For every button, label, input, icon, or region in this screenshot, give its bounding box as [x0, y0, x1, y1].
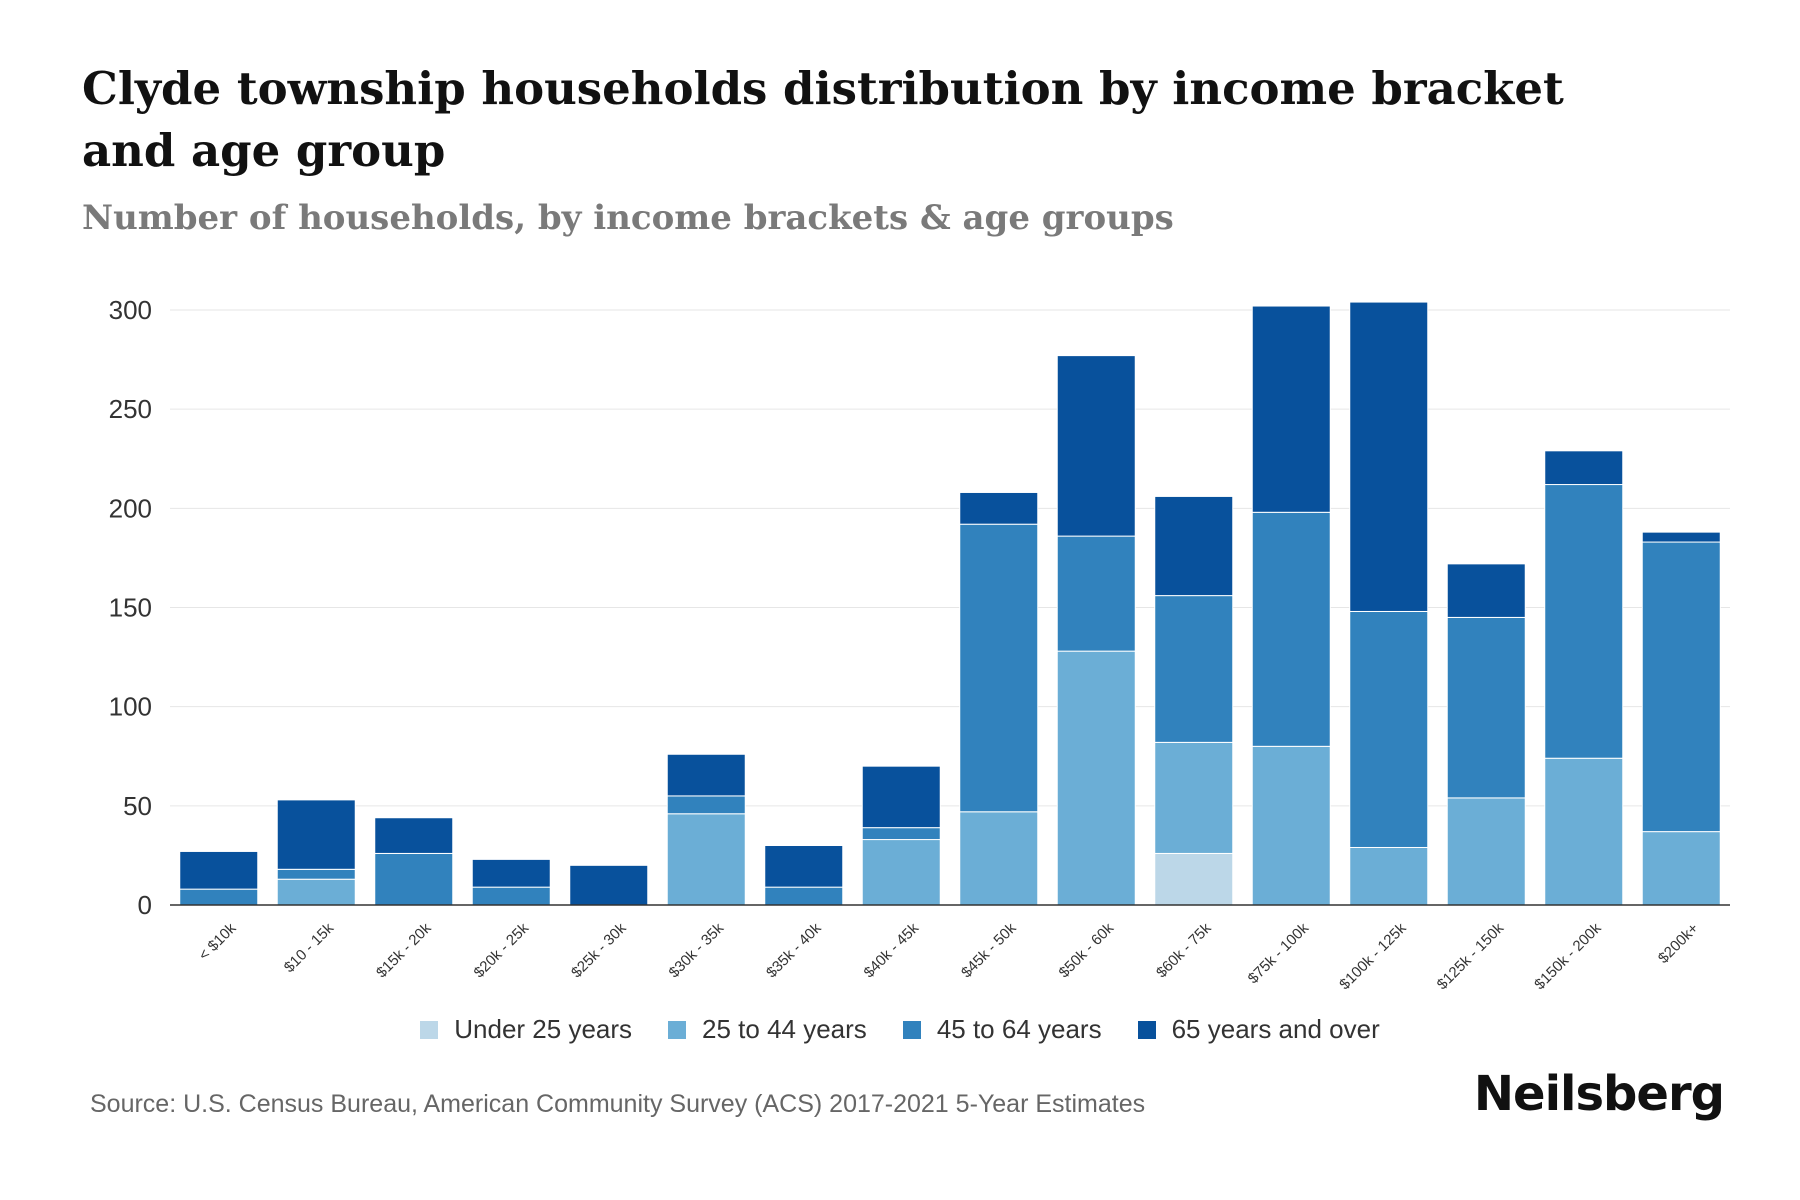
legend-swatch-45-to-64 [902, 1020, 921, 1039]
bar-10-15k-25-to-44-years[interactable]: $10 - 15k · 25 to 44 years: 13 [276, 878, 356, 906]
bar-15k-20k-45-to-64-years[interactable]: $15k - 20k · 45 to 64 years: 26 [374, 852, 454, 906]
bar-50k-60k-25-to-44-years[interactable]: $50k - 60k · 25 to 44 years: 128 [1056, 650, 1136, 906]
y-tick-label: 250 [109, 394, 152, 424]
bar-35k-40k-45-to-64-years[interactable]: $35k - 40k · 45 to 64 years: 9 [764, 886, 844, 906]
x-tick-label: $100k - 125k [1336, 919, 1410, 993]
chart-title: Clyde township households distribution b… [82, 62, 1564, 177]
bar-50k-60k-45-to-64-years[interactable]: $50k - 60k · 45 to 64 years: 58 [1056, 535, 1136, 652]
bar-150k-200k-25-to-44-years[interactable]: $150k - 200k · 25 to 44 years: 74 [1544, 757, 1624, 906]
bar-25k-30k-65-years-and-over[interactable]: $25k - 30k · 65 years and over: 20 [569, 864, 649, 906]
bar-125k-150k-45-to-64-years[interactable]: $125k - 150k · 45 to 64 years: 91 [1446, 616, 1526, 799]
x-tick-label: $10 - 15k [281, 919, 338, 976]
bars: < $10k · 45 to 64 years: 8< $10k · 65 ye… [179, 301, 1721, 906]
legend-swatch-25-to-44 [668, 1020, 687, 1039]
source-note: Source: U.S. Census Bureau, American Com… [90, 1090, 1146, 1118]
bar-150k-200k-45-to-64-years[interactable]: $150k - 200k · 45 to 64 years: 138 [1544, 484, 1624, 759]
bar-10-15k-45-to-64-years[interactable]: $10 - 15k · 45 to 64 years: 5 [276, 868, 356, 880]
bar-45k-50k-65-years-and-over[interactable]: $45k - 50k · 65 years and over: 16 [959, 491, 1039, 525]
stacked-bar-chart: 0 50 100 150 200 250 300 < $10k · 45 to 64 yea… [109, 295, 1730, 993]
legend-label-45-to-64: 45 to 64 years [936, 1014, 1102, 1044]
bar-75k-100k-25-to-44-years[interactable]: $75k - 100k · 25 to 44 years: 80 [1251, 745, 1331, 906]
bar-10k-65-years-and-over[interactable]: < $10k · 65 years and over: 19 [179, 850, 259, 890]
y-tick-label: 0 [138, 890, 152, 920]
x-tick-label: $50k - 60k [1056, 919, 1118, 981]
x-tick-label: $20k - 25k [471, 919, 533, 981]
legend-item-under-25[interactable]: Under 25 years [420, 1014, 632, 1045]
legend-label-25-to-44: 25 to 44 years [702, 1014, 867, 1044]
bar-60k-75k-25-to-44-years[interactable]: $60k - 75k · 25 to 44 years: 56 [1154, 741, 1234, 854]
x-tick-label: $45k - 50k [958, 919, 1020, 981]
bar-125k-150k-25-to-44-years[interactable]: $125k - 150k · 25 to 44 years: 54 [1446, 797, 1526, 906]
x-tick-label: $40k - 45k [861, 919, 923, 981]
chart-subtitle: Number of households, by income brackets… [82, 198, 1174, 238]
bar-15k-20k-65-years-and-over[interactable]: $15k - 20k · 65 years and over: 18 [374, 817, 454, 854]
bar-20k-25k-65-years-and-over[interactable]: $20k - 25k · 65 years and over: 14 [471, 858, 551, 888]
bar-100k-125k-65-years-and-over[interactable]: $100k - 125k · 65 years and over: 156 [1349, 301, 1429, 612]
x-tick-label: $125k - 150k [1434, 919, 1508, 993]
bar-50k-60k-65-years-and-over[interactable]: $50k - 60k · 65 years and over: 91 [1056, 355, 1136, 537]
y-tick-label: 200 [109, 493, 152, 523]
bar-40k-45k-65-years-and-over[interactable]: $40k - 45k · 65 years and over: 31 [861, 765, 941, 829]
bar-200k-45-to-64-years[interactable]: $200k+ · 45 to 64 years: 146 [1641, 541, 1721, 833]
bar-40k-45k-45-to-64-years[interactable]: $40k - 45k · 45 to 64 years: 6 [861, 827, 941, 841]
bar-125k-150k-65-years-and-over[interactable]: $125k - 150k · 65 years and over: 27 [1446, 563, 1526, 618]
bar-100k-125k-25-to-44-years[interactable]: $100k - 125k · 25 to 44 years: 29 [1349, 846, 1429, 906]
bar-75k-100k-65-years-and-over[interactable]: $75k - 100k · 65 years and over: 104 [1251, 305, 1331, 513]
bar-150k-200k-65-years-and-over[interactable]: $150k - 200k · 65 years and over: 17 [1544, 450, 1624, 486]
bar-20k-25k-45-to-64-years[interactable]: $20k - 25k · 45 to 64 years: 9 [471, 886, 551, 906]
y-tick-label: 100 [109, 692, 152, 722]
x-tick-label: $25k - 30k [568, 919, 630, 981]
bar-30k-35k-25-to-44-years[interactable]: $30k - 35k · 25 to 44 years: 46 [666, 813, 746, 906]
bar-45k-50k-45-to-64-years[interactable]: $45k - 50k · 45 to 64 years: 145 [959, 523, 1039, 813]
bar-10-15k-65-years-and-over[interactable]: $10 - 15k · 65 years and over: 35 [276, 799, 356, 870]
x-axis-ticks: < $10k $10 - 15k $15k - 20k $20k - 25k $25k … [195, 919, 1702, 993]
bar-60k-75k-65-years-and-over[interactable]: $60k - 75k · 65 years and over: 50 [1154, 495, 1234, 597]
bar-30k-35k-65-years-and-over[interactable]: $30k - 35k · 65 years and over: 21 [666, 753, 746, 797]
legend-swatch-under-25 [420, 1020, 439, 1039]
x-tick-label: $150k - 200k [1531, 919, 1605, 993]
x-tick-label: < $10k [195, 919, 240, 964]
bar-35k-40k-65-years-and-over[interactable]: $35k - 40k · 65 years and over: 21 [764, 845, 844, 888]
y-tick-label: 150 [109, 593, 152, 623]
y-tick-label: 300 [109, 295, 152, 325]
bar-100k-125k-45-to-64-years[interactable]: $100k - 125k · 45 to 64 years: 119 [1349, 610, 1429, 848]
bar-75k-100k-45-to-64-years[interactable]: $75k - 100k · 45 to 64 years: 118 [1251, 511, 1331, 747]
brand-logo: Neilsberg [1473, 1066, 1725, 1122]
x-tick-label: $200k+ [1655, 920, 1702, 967]
bar-40k-45k-25-to-44-years[interactable]: $40k - 45k · 25 to 44 years: 33 [861, 839, 941, 906]
legend-label-under-25: Under 25 years [454, 1014, 633, 1044]
y-axis-ticks: 0 50 100 150 200 250 300 [109, 295, 152, 920]
x-tick-label: $75k - 100k [1245, 919, 1313, 987]
bar-45k-50k-25-to-44-years[interactable]: $45k - 50k · 25 to 44 years: 47 [959, 811, 1039, 906]
bar-200k-25-to-44-years[interactable]: $200k+ · 25 to 44 years: 37 [1641, 831, 1721, 906]
y-tick-label: 50 [123, 791, 152, 821]
bar-60k-75k-under-25-years[interactable]: $60k - 75k · Under 25 years: 26 [1154, 852, 1234, 906]
bar-60k-75k-45-to-64-years[interactable]: $60k - 75k · 45 to 64 years: 74 [1154, 595, 1234, 743]
x-tick-label: $35k - 40k [763, 919, 825, 981]
x-tick-label: $30k - 35k [666, 919, 728, 981]
legend-item-25-to-44[interactable]: 25 to 44 years [668, 1014, 867, 1045]
x-tick-label: $60k - 75k [1153, 919, 1215, 981]
legend-label-65-and-over: 65 years and over [1171, 1014, 1380, 1044]
legend-item-45-to-64[interactable]: 45 to 64 years [902, 1014, 1102, 1045]
legend-item-65-and-over[interactable]: 65 years and over [1137, 1014, 1380, 1045]
legend-swatch-65-and-over [1137, 1020, 1156, 1039]
bar-10k-45-to-64-years[interactable]: < $10k · 45 to 64 years: 8 [179, 888, 259, 906]
bar-30k-35k-45-to-64-years[interactable]: $30k - 35k · 45 to 64 years: 9 [666, 795, 746, 815]
bar-200k-65-years-and-over[interactable]: $200k+ · 65 years and over: 5 [1641, 531, 1721, 543]
x-tick-label: $15k - 20k [373, 919, 435, 981]
legend: Under 25 years 25 to 44 years 45 to 64 y… [0, 1014, 1800, 1045]
